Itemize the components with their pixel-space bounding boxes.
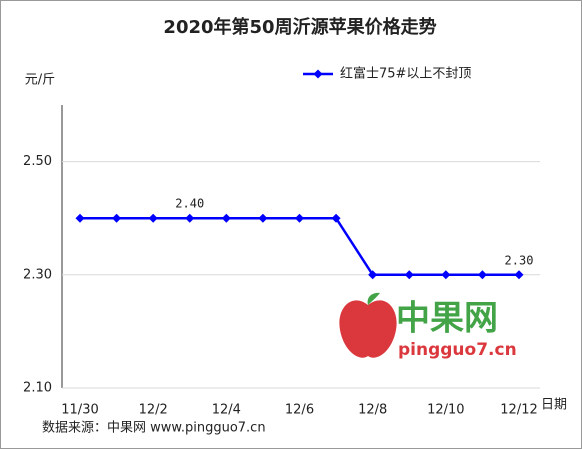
apple-leaf: [367, 292, 380, 305]
marker: [221, 213, 231, 223]
x-tick-label: 12/10: [427, 403, 464, 418]
source: 数据来源：中果网 www.pingguo7.cn: [42, 421, 266, 436]
x-tick-label: 12/6: [285, 403, 314, 418]
x-tick-label: 12/8: [358, 403, 387, 418]
marker: [441, 270, 451, 280]
data-label: 2.30: [505, 253, 534, 267]
marker: [477, 270, 487, 280]
y-axis-title: 元/斤: [25, 73, 55, 88]
y-tick-label: 2.50: [23, 154, 52, 169]
marker: [514, 270, 524, 280]
watermark: 中果网 pingguo7.cn: [339, 292, 517, 360]
legend-marker: [313, 69, 323, 79]
marker: [368, 270, 378, 280]
marker: [148, 213, 158, 223]
marker: [295, 213, 304, 223]
x-tick-label: 12/2: [139, 403, 168, 418]
y-tick-label: 2.30: [23, 267, 52, 282]
marker: [75, 213, 85, 223]
y-tick-label: 2.10: [23, 381, 52, 396]
marker: [331, 213, 341, 223]
legend-label: 红富士75#以上不封顶: [340, 66, 471, 82]
watermark-name: 中果网: [396, 299, 498, 339]
marker: [185, 213, 195, 223]
x-tick-label: 11/30: [61, 403, 98, 418]
apple-icon: [339, 300, 397, 358]
marker: [258, 213, 268, 223]
data-label: 2.40: [175, 197, 204, 211]
marker: [112, 213, 122, 223]
marker: [404, 270, 414, 280]
x-tick-label: 12/4: [212, 403, 241, 418]
x-tick-label: 12/12: [500, 403, 537, 418]
x-axis-title: 日期: [541, 398, 567, 413]
chart-title: 2020年第50周沂源苹果价格走势: [163, 16, 436, 38]
watermark-url: pingguo7.cn: [398, 340, 517, 360]
